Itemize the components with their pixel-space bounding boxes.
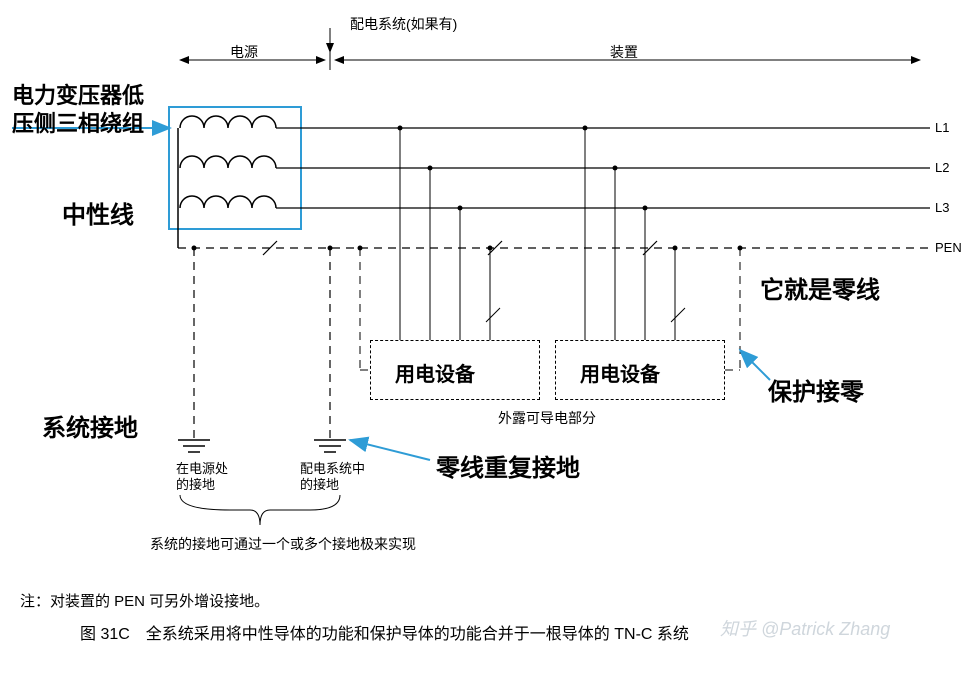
anno-zero-line: 它就是零线 <box>760 270 880 305</box>
device-1-label: 用电设备 <box>395 358 475 387</box>
anno-rep-ground: 零线重复接地 <box>436 448 580 483</box>
footnote: 注：对装置的 PEN 可另外增设接地。 <box>20 590 269 611</box>
anno-prot-zero: 保护接零 <box>768 372 864 407</box>
device-2-label: 用电设备 <box>580 358 660 387</box>
figure-caption: 图 31C 全系统采用将中性导体的功能和保护导体的功能合并于一根导体的 TN-C… <box>80 620 689 644</box>
anno-sys-ground: 系统接地 <box>42 408 138 443</box>
line-label-l1: L1 <box>935 120 949 135</box>
exposed-conductive-label: 外露可导电部分 <box>498 408 596 428</box>
diagram-svg <box>0 0 974 677</box>
line-label-pen: PEN <box>935 240 962 255</box>
line-label-l3: L3 <box>935 200 949 215</box>
watermark: 知乎 @Patrick Zhang <box>720 615 890 641</box>
rep-ground-label-2: 的接地 <box>300 474 339 493</box>
brace-text: 系统的接地可通过一个或多个接地极来实现 <box>150 534 416 554</box>
dim-label-device: 装置 <box>610 42 638 62</box>
sys-ground-label-2: 的接地 <box>176 474 215 493</box>
line-label-l2: L2 <box>935 160 949 175</box>
anno-transformer-2: 压侧三相绕组 <box>12 106 144 138</box>
anno-neutral: 中性线 <box>62 195 134 230</box>
diagram-canvas: 配电系统(如果有) 电源 装置 L1 L2 L3 PEN 电力变压器低 压侧三相… <box>0 0 974 677</box>
callout-distribution-system: 配电系统(如果有) <box>350 14 457 34</box>
dim-label-source: 电源 <box>230 42 258 62</box>
